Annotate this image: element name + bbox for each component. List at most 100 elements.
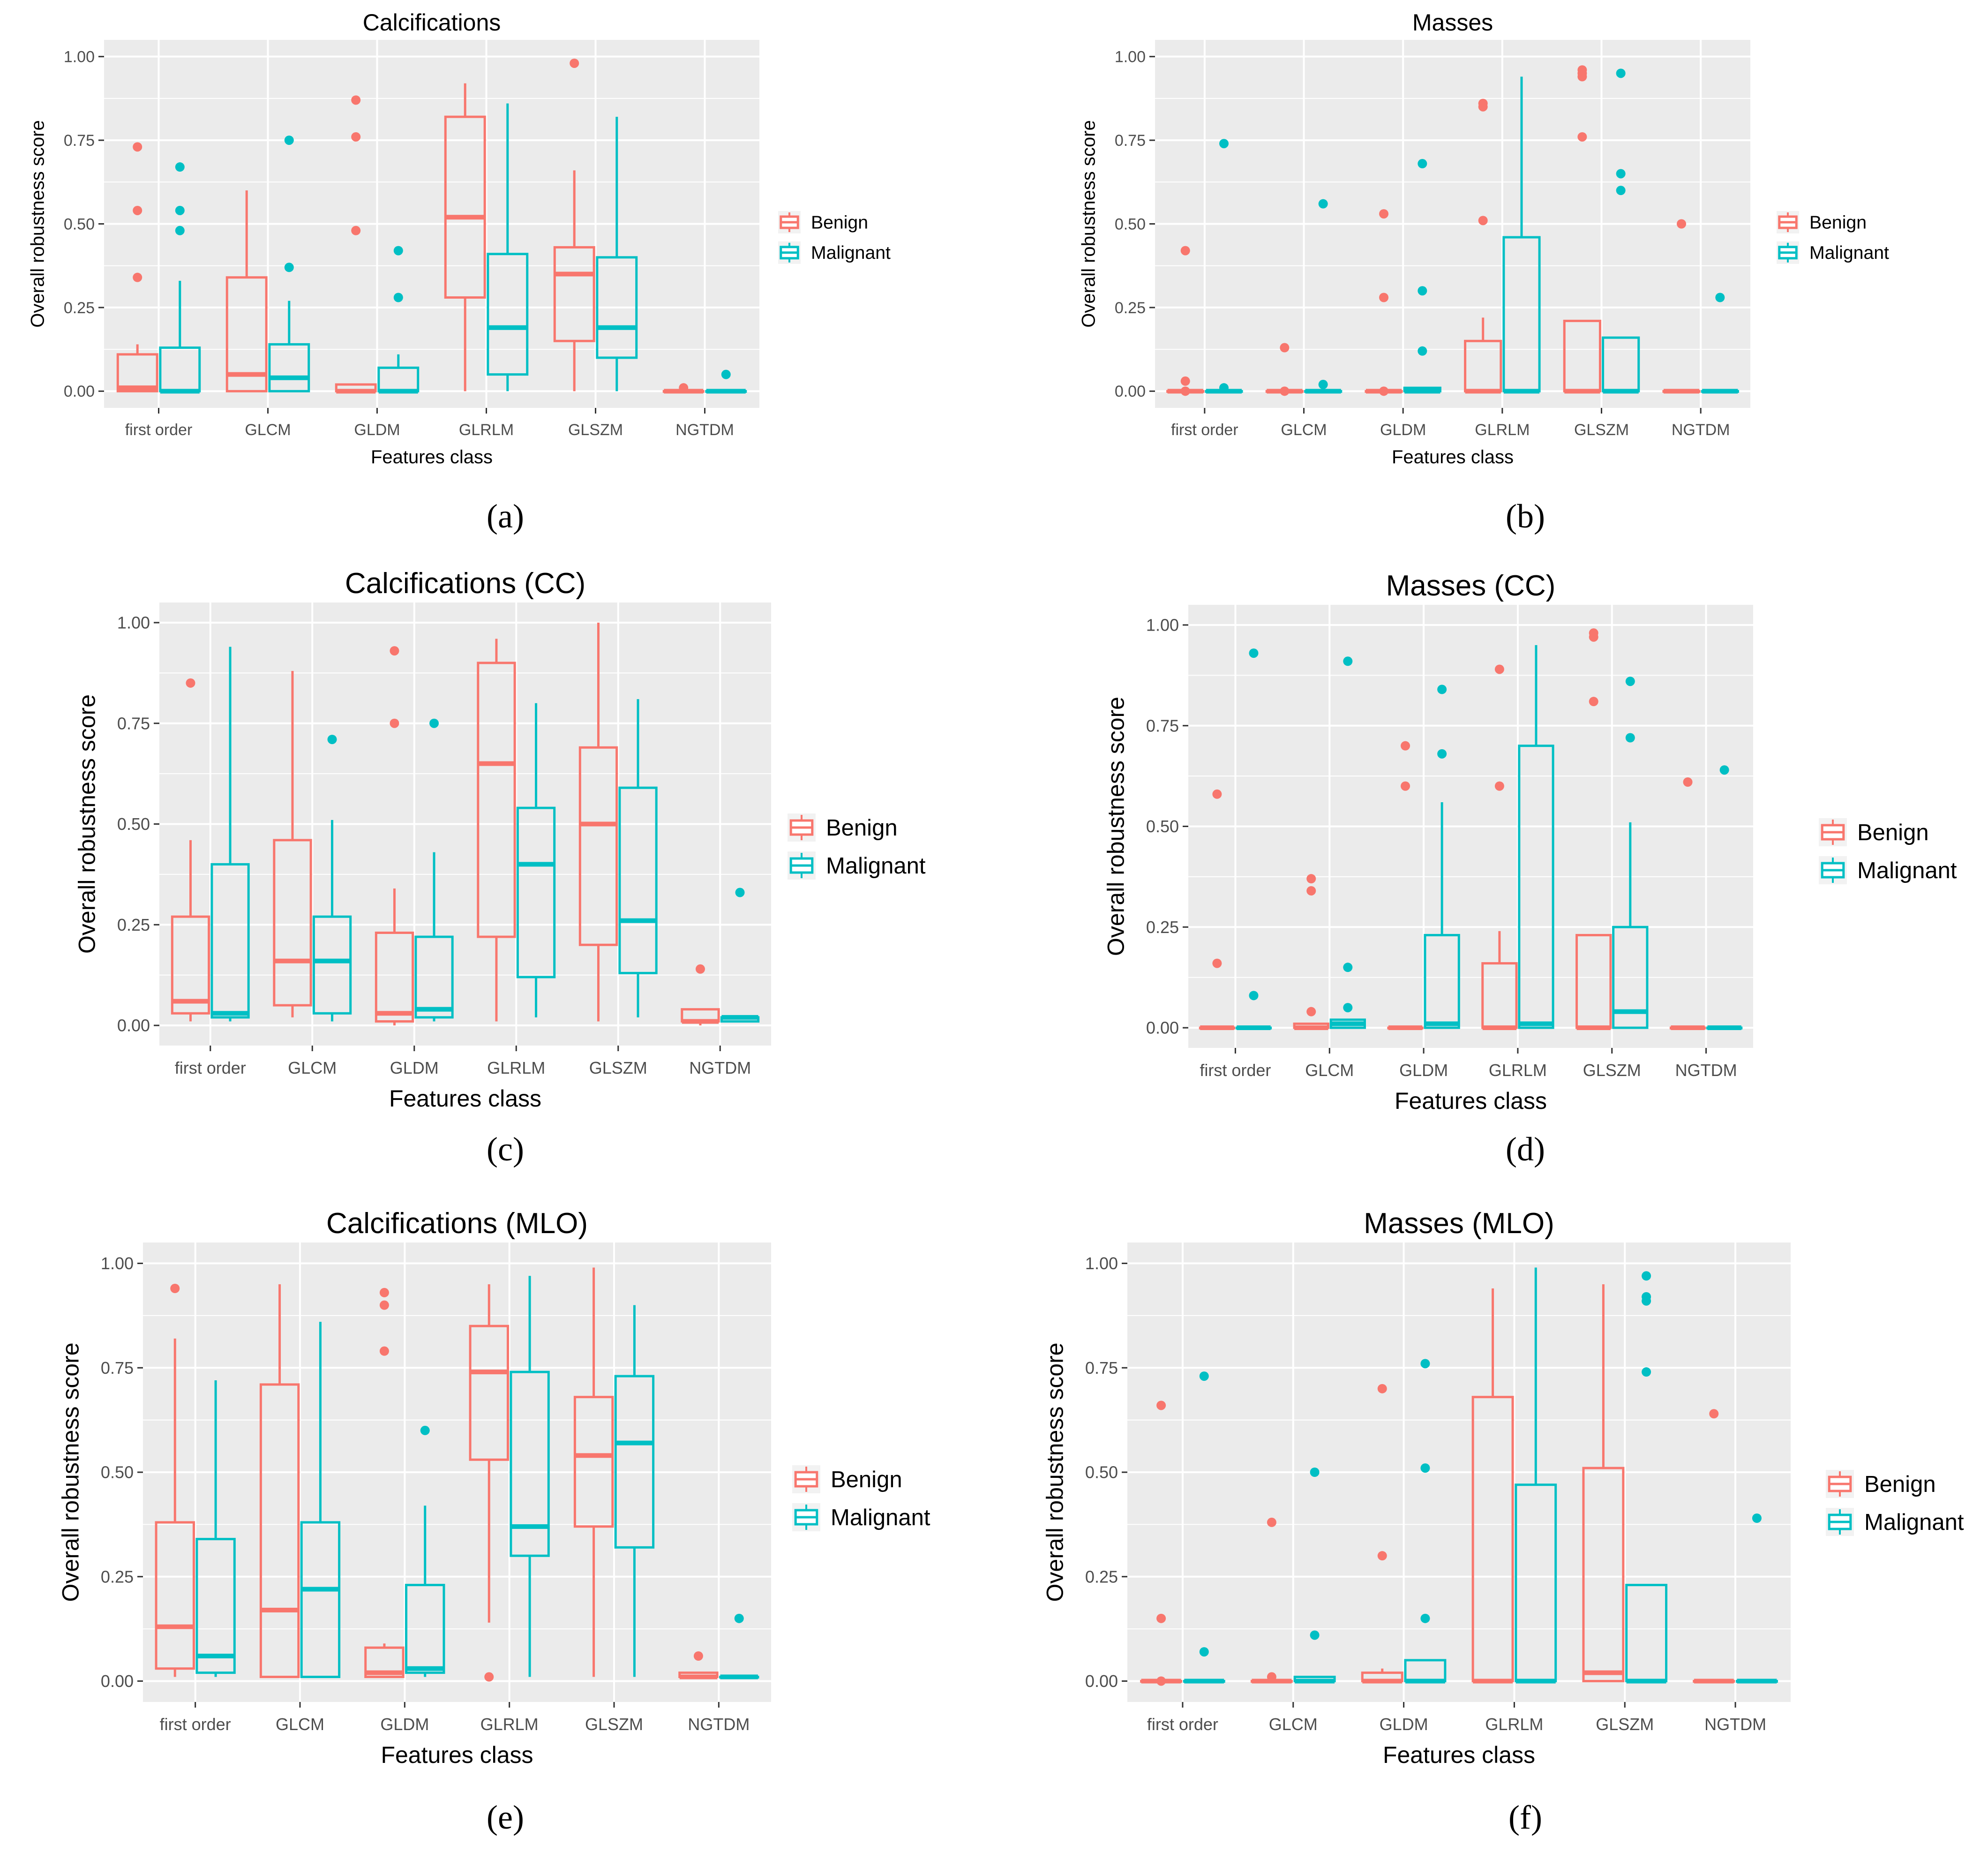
x-tick-label: GLSZM (568, 421, 623, 439)
outlier-point (390, 646, 399, 656)
x-tick-label: GLSZM (1574, 421, 1629, 439)
outlier-point (1719, 765, 1729, 775)
box-body (1612, 926, 1649, 1029)
x-tick-label: NGTDM (689, 1058, 751, 1077)
box-malignant-glrlm (1518, 645, 1554, 1029)
box-benign-gldm (364, 1287, 405, 1679)
x-tick-label: GLRLM (487, 1058, 545, 1077)
outlier-point (1212, 958, 1222, 968)
outlier-point (133, 272, 143, 282)
x-tick-label: first order (1200, 1061, 1271, 1080)
outlier-point (1379, 386, 1389, 396)
box-benign-glrlm (1481, 664, 1518, 1031)
outlier-point (1199, 1371, 1209, 1381)
x-tick-label: GLSZM (1583, 1061, 1641, 1080)
box-body (596, 256, 638, 359)
outlier-point (1156, 1676, 1166, 1686)
box-benign-glrlm (444, 83, 486, 391)
y-tick-label: 0.25 (101, 1567, 134, 1586)
x-tick-label: first order (175, 1058, 246, 1077)
y-tick-label: 1.00 (101, 1254, 134, 1273)
outlier-point (1212, 789, 1222, 799)
x-tick-label: GLRLM (1489, 1061, 1547, 1080)
y-tick-label: 0.75 (64, 132, 95, 150)
box-benign-gldm (375, 646, 414, 1026)
x-tick-label: first order (125, 421, 193, 439)
box-malignant-glcm (268, 136, 310, 392)
box-body (300, 1521, 341, 1679)
box-malignant-ngtdm (719, 1613, 759, 1679)
box-body (1424, 934, 1460, 1029)
box-body (225, 276, 268, 392)
legend: Benign Malignant (792, 1465, 930, 1531)
legend: Benign Malignant (1777, 211, 1889, 264)
outlier-point (1219, 383, 1229, 393)
y-axis-label: Overall robustness score (57, 1342, 83, 1602)
box-benign-glcm (273, 671, 312, 1017)
y-tick-label: 1.00 (1115, 48, 1146, 66)
outlier-point (186, 678, 195, 688)
x-tick-label: GLRLM (480, 1715, 539, 1734)
x-axis-label: Features class (371, 447, 493, 467)
box-body (510, 1370, 550, 1557)
outlier-point (1478, 216, 1488, 226)
outlier-point (1589, 697, 1598, 707)
y-tick-label: 0.00 (101, 1671, 134, 1691)
x-tick-label: GLDM (390, 1058, 439, 1077)
box-malignant-glszm (1602, 68, 1640, 394)
outlier-point (1616, 68, 1626, 78)
box-malignant-ngtdm (1706, 765, 1743, 1031)
y-tick-label: 0.50 (117, 814, 150, 834)
legend-label-benign: Benign (1864, 1472, 1936, 1497)
outlier-point (133, 142, 143, 152)
box-benign-ngtdm (678, 1651, 719, 1679)
box-benign-glszm (553, 58, 595, 391)
x-tick-label: GLDM (354, 421, 400, 439)
y-tick-label: 0.00 (1115, 383, 1146, 400)
box-body (414, 935, 454, 1019)
box-body (405, 1584, 445, 1674)
y-tick-label: 0.00 (64, 383, 95, 400)
x-tick-label: GLRLM (459, 421, 514, 439)
box-malignant-glrlm (487, 103, 529, 391)
outlier-point (1642, 1271, 1651, 1281)
x-tick-label: first order (160, 1715, 231, 1734)
outlier-point (1267, 1672, 1276, 1682)
box-benign-first-order (1199, 789, 1236, 1031)
box-malignant-gldm (377, 246, 420, 394)
box-body (195, 1538, 236, 1674)
outlier-point (1616, 186, 1626, 196)
y-tick-label: 0.50 (64, 215, 95, 233)
legend-label-benign: Benign (811, 212, 868, 233)
box-body (268, 343, 310, 392)
box-benign-glszm (578, 622, 618, 1022)
box-body (155, 1521, 195, 1670)
outlier-point (1437, 685, 1447, 694)
chart-title: Calcifications (CC) (345, 567, 585, 600)
box-benign-glrlm (469, 1284, 509, 1682)
box-malignant-first-order (1205, 139, 1243, 394)
outlier-point (734, 1613, 744, 1623)
box-body (477, 662, 516, 938)
box-benign-ngtdm (1693, 1409, 1735, 1684)
box-malignant-ngtdm (720, 888, 760, 1023)
box-malignant-first-order (210, 647, 250, 1022)
x-tick-label: first order (1147, 1715, 1218, 1734)
box-benign-gldm (1365, 209, 1403, 396)
outlier-point (1156, 1400, 1166, 1410)
outlier-point (1318, 380, 1328, 390)
outlier-point (351, 226, 361, 235)
x-tick-label: first order (1171, 421, 1238, 439)
box-malignant-ngtdm (1701, 293, 1739, 394)
x-axis-label: Features class (381, 1742, 533, 1768)
caption-e: (e) (487, 1799, 524, 1836)
outlier-point (1401, 781, 1410, 791)
box-body (469, 1325, 509, 1461)
x-tick-label: GLSZM (1596, 1715, 1654, 1734)
outlier-point (1420, 1463, 1430, 1473)
box-benign-glcm (259, 1284, 300, 1679)
box-benign-gldm (335, 95, 377, 394)
outlier-point (735, 888, 745, 897)
outlier-point (379, 1287, 389, 1297)
